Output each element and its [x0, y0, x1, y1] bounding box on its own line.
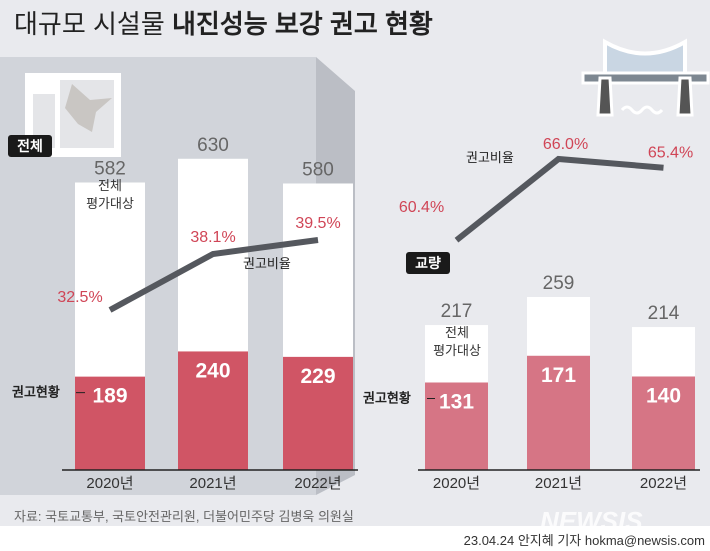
total-value: 214 [648, 303, 680, 324]
recommend-value: 171 [541, 364, 576, 387]
ratio-label: 39.5% [295, 215, 340, 232]
ratio-legend: 권고비율 [243, 256, 291, 271]
section-badge [406, 252, 450, 274]
x-tick-label: 2020년 [433, 475, 480, 492]
ratio-label: 60.4% [399, 199, 444, 216]
x-tick-label: 2021년 [535, 475, 582, 492]
ratio-label: 65.4% [648, 145, 693, 162]
ratio-label: 32.5% [57, 289, 102, 306]
total-legend: 평가대상 [86, 196, 134, 211]
title: 대규모 시설물 내진성능 보강 권고 현황 [14, 9, 433, 39]
ratio-line [108, 237, 319, 313]
recommend-bar [178, 351, 248, 470]
title-bold: 내진성능 보강 권고 현황 [172, 9, 433, 39]
x-tick-label: 2020년 [86, 475, 133, 492]
section-badge-label: 교량 [415, 255, 441, 271]
recommend-legend: 권고현황 [363, 390, 411, 405]
recommend-value: 240 [195, 359, 230, 382]
title-light: 대규모 시설물 [14, 9, 165, 39]
credit: 23.04.24 안지혜 기자 hokma@newsis.com [464, 533, 705, 548]
source-note: 자료: 국토교통부, 국토안전관리원, 더불어민주당 김병욱 의원실 [14, 509, 354, 524]
ratio-line [454, 155, 664, 243]
ratio-legend: 권고비율 [466, 150, 514, 165]
ratio-label: 38.1% [190, 229, 235, 246]
recommend-bar [425, 382, 488, 470]
x-tick-label: 2021년 [189, 475, 236, 492]
total-legend: 전체 [445, 325, 469, 340]
section-badge-label: 전체 [17, 138, 43, 154]
total-legend: 전체 [98, 178, 122, 193]
total-value: 217 [441, 301, 473, 322]
recommend-bar [283, 356, 353, 470]
recommend-value: 131 [439, 390, 474, 413]
total-legend: 평가대상 [433, 343, 481, 358]
newsis-logo: NEWSIS [540, 506, 643, 536]
recommend-bar [527, 355, 590, 470]
section-badge [8, 135, 52, 157]
total-value: 580 [302, 159, 334, 180]
recommend-bar [632, 376, 695, 470]
recommend-bar [75, 376, 145, 470]
total-value: 630 [197, 135, 229, 156]
bridge-icon [581, 38, 710, 117]
recommend-value: 140 [646, 384, 681, 407]
total-value: 582 [94, 158, 126, 179]
x-tick-label: 2022년 [294, 475, 341, 492]
recommend-legend: 권고현황 [12, 385, 60, 400]
recommend-value: 189 [92, 385, 127, 408]
x-tick-label: 2022년 [640, 475, 687, 492]
recommend-value: 229 [300, 365, 335, 388]
total-value: 259 [543, 273, 575, 294]
ratio-label: 66.0% [543, 136, 588, 153]
